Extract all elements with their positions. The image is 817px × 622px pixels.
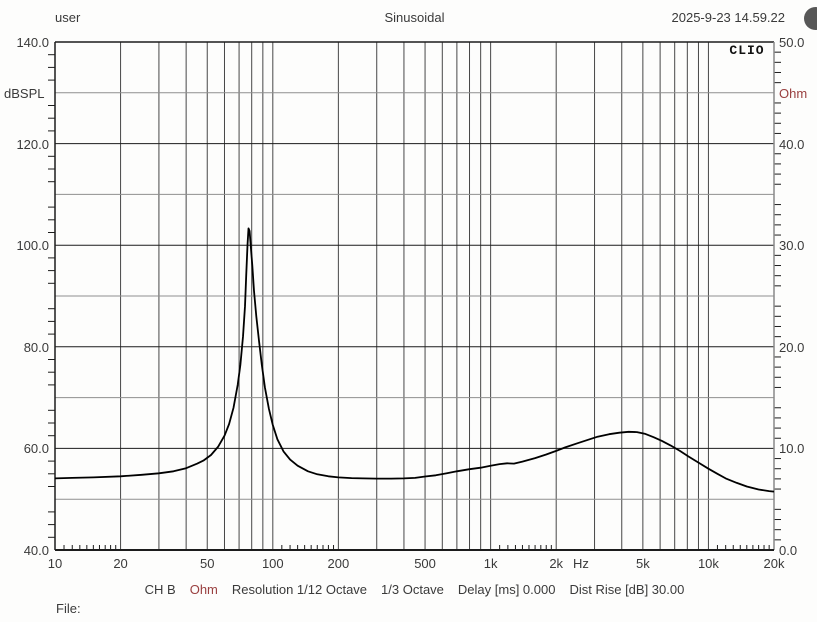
y-left-tick-40.0: 40.0 (23, 543, 49, 558)
y-right-tick-10.0: 10.0 (779, 441, 805, 457)
status-resolution: Resolution 1/12 Octave (231, 582, 368, 597)
datetime-label: 2025-9-23 14.59.22 (671, 10, 785, 25)
impedance-curve (54, 227, 775, 493)
status-unit: Ohm (189, 582, 218, 597)
y-left-tick-100.0: 100.0 (16, 238, 49, 254)
clio-logo: CLIO (729, 43, 765, 58)
status-channel: CH B (144, 582, 176, 597)
x-tick-20: 20 (113, 556, 128, 571)
x-axis-unit-label: Hz (573, 556, 589, 571)
x-tick-10k: 10k (697, 556, 719, 571)
file-label: File: (56, 601, 81, 616)
x-tick-5k: 5k (635, 556, 650, 571)
user-label: user (55, 10, 81, 25)
y-right-tick-20.0: 20.0 (779, 339, 805, 355)
y-right-tick-0.0: 0.0 (779, 543, 798, 558)
status-delay: Delay [ms] 0.000 (457, 582, 556, 597)
x-tick-200: 200 (327, 556, 350, 571)
status-dist-rise: Dist Rise [dB] 30.00 (569, 582, 685, 597)
y-right-tick-50.0: 50.0 (779, 35, 805, 50)
measurement-title: Sinusoidal (384, 10, 445, 25)
x-tick-100: 100 (261, 556, 284, 571)
x-tick-50: 50 (200, 556, 215, 571)
y-left-tick-80.0: 80.0 (23, 339, 49, 355)
x-tick-20k: 20k (763, 556, 785, 571)
status-smoothing: 1/3 Octave (381, 582, 444, 597)
y-left-tick-120.0: 120.0 (16, 136, 49, 152)
y-left-tick-140.0: 140.0 (16, 35, 49, 50)
x-tick-10: 10 (47, 556, 63, 571)
x-tick-500: 500 (414, 556, 436, 571)
y-left-axis-label: dBSPL (4, 85, 45, 101)
corner-circle-icon[interactable] (804, 7, 817, 30)
y-left-tick-60.0: 60.0 (23, 441, 49, 457)
y-right-tick-30.0: 30.0 (779, 238, 805, 254)
y-right-axis-label: Ohm (779, 85, 808, 101)
status-bar: CH B Ohm Resolution 1/12 Octave 1/3 Octa… (55, 582, 774, 597)
y-right-tick-40.0: 40.0 (779, 136, 805, 152)
x-tick-2k: 2k (549, 556, 564, 571)
x-tick-1k: 1k (483, 556, 498, 571)
